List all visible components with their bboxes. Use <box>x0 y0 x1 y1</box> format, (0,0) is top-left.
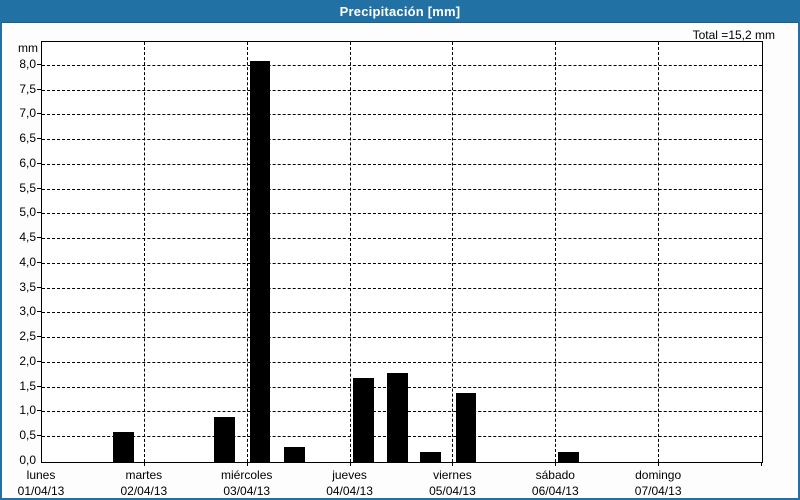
x-axis-tick <box>658 462 660 466</box>
day-name-label: viernes <box>433 468 472 482</box>
y-tick-label: 4,0 <box>19 254 36 269</box>
y-tick-label: 3,0 <box>19 304 36 319</box>
x-axis-tick <box>555 462 557 466</box>
precipitation-bar <box>112 432 134 462</box>
day-date-label: 05/04/13 <box>429 484 476 498</box>
day-date-label: 02/04/13 <box>120 484 168 498</box>
y-axis-tick <box>37 162 41 164</box>
day-name-label: miércoles <box>221 468 273 482</box>
y-gridline <box>42 163 762 165</box>
day-date-label: 03/04/13 <box>223 484 271 498</box>
y-tick-label: 6,0 <box>19 155 36 170</box>
y-tick-label: 0,5 <box>19 428 36 443</box>
y-gridline <box>42 238 762 240</box>
day-boundary-gridline <box>349 42 351 462</box>
y-gridline <box>42 188 762 190</box>
day-boundary-gridline <box>658 42 660 462</box>
y-gridline <box>42 114 762 116</box>
precipitation-bar <box>213 417 235 462</box>
precipitation-bar <box>352 377 374 462</box>
day-boundary-gridline <box>246 42 248 462</box>
y-tick-label: 7,0 <box>19 106 36 121</box>
y-tick-label: 5,0 <box>19 205 36 220</box>
y-gridline <box>42 361 762 363</box>
y-tick-label: 7,5 <box>19 81 36 96</box>
day-name-label: martes <box>125 468 163 482</box>
day-boundary-gridline <box>555 42 557 462</box>
y-axis-tick <box>37 385 41 387</box>
y-gridline <box>42 64 762 66</box>
y-gridline <box>42 213 762 215</box>
window-title: Precipitación [mm] <box>339 4 461 19</box>
y-tick-label: 2,0 <box>19 353 36 368</box>
precipitation-bar <box>420 452 442 462</box>
day-date-label: 06/04/13 <box>531 484 579 498</box>
y-axis-tick <box>37 237 41 239</box>
y-axis-tick <box>37 113 41 115</box>
y-axis-tick <box>37 360 41 362</box>
y-gridline <box>42 337 762 339</box>
y-axis-tick <box>37 138 41 140</box>
y-axis-tick <box>37 187 41 189</box>
x-axis-tick <box>143 462 145 466</box>
x-axis-tick <box>761 462 762 466</box>
day-boundary-gridline <box>452 42 454 462</box>
y-gridline <box>42 262 762 264</box>
y-axis-tick <box>37 63 41 65</box>
y-tick-label: 2,5 <box>19 329 36 344</box>
day-date-label: 01/04/13 <box>17 484 65 498</box>
y-axis-tick <box>37 261 41 263</box>
y-tick-label: 5,5 <box>19 180 36 195</box>
y-axis-tick <box>37 311 41 313</box>
y-tick-label: 8,0 <box>19 56 36 71</box>
day-name-label: domingo <box>635 468 682 482</box>
precipitation-bar <box>249 60 271 462</box>
y-tick-label: 4,5 <box>19 230 36 245</box>
y-tick-label: 6,5 <box>19 131 36 146</box>
y-gridline <box>42 287 762 289</box>
y-axis-tick <box>37 410 41 412</box>
y-tick-label: 0,0 <box>19 453 36 467</box>
plot-area <box>41 41 763 463</box>
day-boundary-gridline <box>143 42 145 462</box>
y-axis-unit-label: mm <box>18 41 38 55</box>
day-name-label: sábado <box>535 468 575 482</box>
total-precipitation-label: Total =15,2 mm <box>692 28 775 42</box>
precipitation-bar <box>387 372 409 462</box>
x-axis-tick <box>349 462 351 466</box>
y-gridline <box>42 312 762 314</box>
precipitation-bar <box>284 447 305 462</box>
y-tick-label: 1,5 <box>19 378 36 393</box>
x-axis-tick <box>452 462 454 466</box>
y-axis-tick <box>37 435 41 437</box>
y-axis-tick <box>37 336 41 338</box>
window-titlebar[interactable]: Precipitación [mm] <box>2 2 798 23</box>
y-tick-label: 3,5 <box>19 279 36 294</box>
y-axis-tick <box>37 88 41 90</box>
y-gridline <box>42 139 762 141</box>
day-name-label: jueves <box>332 468 367 482</box>
y-axis-tick <box>37 212 41 214</box>
precipitation-bar <box>558 452 579 462</box>
x-axis-tick <box>246 462 248 466</box>
y-gridline <box>42 89 762 91</box>
day-date-label: 04/04/13 <box>326 484 373 498</box>
y-axis-tick <box>37 286 41 288</box>
y-tick-label: 1,0 <box>19 403 36 418</box>
day-date-label: 07/04/13 <box>634 484 682 498</box>
precipitation-bar <box>455 392 477 462</box>
day-name-label: lunes <box>26 468 56 482</box>
